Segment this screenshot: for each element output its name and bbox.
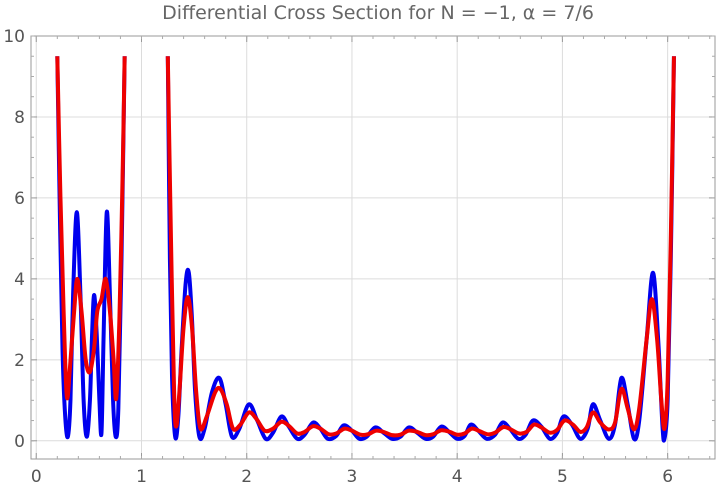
y-tick-label: 8 [14,108,25,128]
tick-labels: 0 1 2 3 4 5 6 0 2 4 6 8 10 [3,27,673,487]
series-1-line [165,56,676,443]
series-1-line [55,56,127,440]
x-tick-label: 6 [662,467,673,487]
x-tick-label: 0 [31,467,42,487]
y-tick-label: 0 [14,432,25,452]
y-tick-label: 2 [14,351,25,371]
series-layer [55,56,676,443]
series-1 [55,56,676,443]
grid-layer [31,35,715,459]
series-2 [55,56,676,438]
y-tick-label: 4 [14,270,25,290]
x-tick-label: 1 [136,467,147,487]
y-tick-label: 10 [3,27,25,47]
x-tick-label: 2 [241,467,252,487]
plot-frame [30,35,716,460]
axes-frame [30,35,716,460]
chart-title: Differential Cross Section for N = −1, α… [162,2,594,24]
series-2-line [165,56,676,438]
x-tick-label: 5 [557,467,568,487]
x-tick-label: 4 [452,467,463,487]
series-2-line [55,56,127,402]
x-tick-label: 3 [347,467,358,487]
y-tick-label: 6 [14,189,25,209]
